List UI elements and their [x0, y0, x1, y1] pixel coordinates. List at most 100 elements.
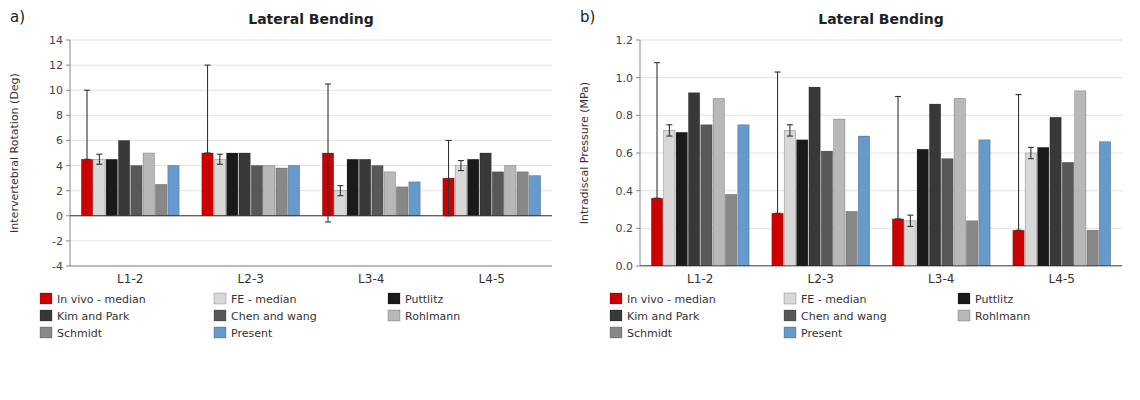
legend-item: Kim and Park	[40, 310, 130, 323]
legend-swatch	[40, 310, 52, 321]
error-stem	[327, 84, 328, 222]
error-bar	[775, 72, 781, 213]
legend-item: FE - median	[784, 293, 867, 306]
plot-area	[70, 65, 552, 222]
bar	[239, 153, 250, 216]
legend-item: Schmidt	[40, 327, 103, 340]
series	[738, 125, 1111, 266]
legend-item: Puttlitz	[388, 293, 443, 306]
y-tick	[66, 165, 70, 166]
y-tick-label: 0.8	[616, 109, 634, 122]
y-tick	[66, 140, 70, 141]
bar	[251, 166, 262, 216]
legend-swatch	[40, 293, 52, 304]
grid-line	[70, 65, 552, 66]
legend-swatch	[214, 293, 226, 304]
title: Lateral Bending	[248, 11, 374, 27]
bar	[94, 159, 105, 216]
bar	[409, 182, 420, 216]
bar	[954, 98, 965, 266]
bar	[1013, 230, 1024, 266]
series	[725, 194, 1098, 266]
y-axis-line	[640, 40, 641, 266]
panel-label: a)	[10, 8, 25, 26]
y-tick	[66, 90, 70, 91]
error-stem	[789, 125, 790, 136]
series	[131, 166, 504, 216]
legend-item: Rohlmann	[388, 310, 460, 323]
bar	[664, 130, 675, 266]
y-tick-label: 0.2	[616, 222, 634, 235]
legend-item: Kim and Park	[610, 310, 700, 323]
series	[106, 153, 479, 216]
grid-line	[70, 140, 552, 141]
legend-label: Rohlmann	[975, 310, 1030, 323]
grid-line	[640, 115, 1122, 116]
bar	[966, 221, 977, 266]
bar	[517, 172, 528, 216]
series	[676, 132, 1049, 266]
legend-swatch	[784, 293, 796, 304]
bar	[821, 151, 832, 266]
error-bar	[205, 65, 211, 153]
legend-label: Chen and wang	[801, 310, 887, 323]
bar	[1099, 142, 1110, 266]
bar	[979, 140, 990, 266]
error-bar	[787, 125, 793, 136]
error-cap	[446, 215, 452, 216]
bar	[529, 176, 540, 216]
error-stem	[340, 186, 341, 196]
y-tick-label: 1.0	[616, 72, 634, 85]
legend-swatch	[40, 327, 52, 338]
legend-label: Kim and Park	[57, 310, 130, 323]
error-bar	[895, 97, 901, 219]
bar	[772, 213, 783, 266]
legend-label: Rohlmann	[405, 310, 460, 323]
legend-label: Present	[801, 327, 843, 340]
error-stem	[910, 215, 911, 226]
y-tick-label: -2	[52, 235, 63, 248]
error-cap	[325, 222, 331, 223]
error-cap	[787, 124, 793, 125]
bar	[359, 159, 370, 216]
y-tick	[636, 266, 640, 267]
y-tick-label: 0.0	[616, 260, 634, 273]
error-bar	[446, 140, 452, 215]
error-stem	[207, 65, 208, 153]
error-cap	[458, 170, 464, 171]
y-tick-label: 4	[56, 160, 63, 173]
legend-swatch	[610, 327, 622, 338]
series	[118, 140, 491, 215]
panel-label: b)	[580, 8, 595, 26]
bar	[1050, 117, 1061, 266]
error-stem	[460, 161, 461, 171]
grid-line	[70, 266, 552, 267]
bar	[809, 87, 820, 266]
error-bar	[1016, 95, 1022, 231]
bar	[784, 130, 795, 266]
grid-line	[70, 40, 552, 41]
x-tick-label: L1-2	[687, 272, 713, 286]
error-cap	[458, 160, 464, 161]
y-tick	[636, 40, 640, 41]
legend-item: Present	[214, 327, 273, 340]
error-bar	[217, 154, 223, 164]
legend-label: Schmidt	[627, 327, 673, 340]
error-stem	[897, 97, 898, 219]
legend-item: FE - median	[214, 293, 297, 306]
legend-item: Chen and wang	[214, 310, 317, 323]
bar	[384, 172, 395, 216]
series	[143, 153, 516, 216]
plot-area	[640, 63, 1122, 266]
error-bar	[458, 161, 464, 171]
error-cap	[217, 154, 223, 155]
y-tick	[66, 215, 70, 216]
bar	[701, 125, 712, 266]
error-stem	[656, 63, 657, 199]
bar	[455, 166, 466, 216]
legend-swatch	[610, 293, 622, 304]
y-tick-label: -4	[52, 260, 63, 273]
y-tick	[66, 240, 70, 241]
bar	[688, 93, 699, 266]
bar	[347, 159, 358, 216]
